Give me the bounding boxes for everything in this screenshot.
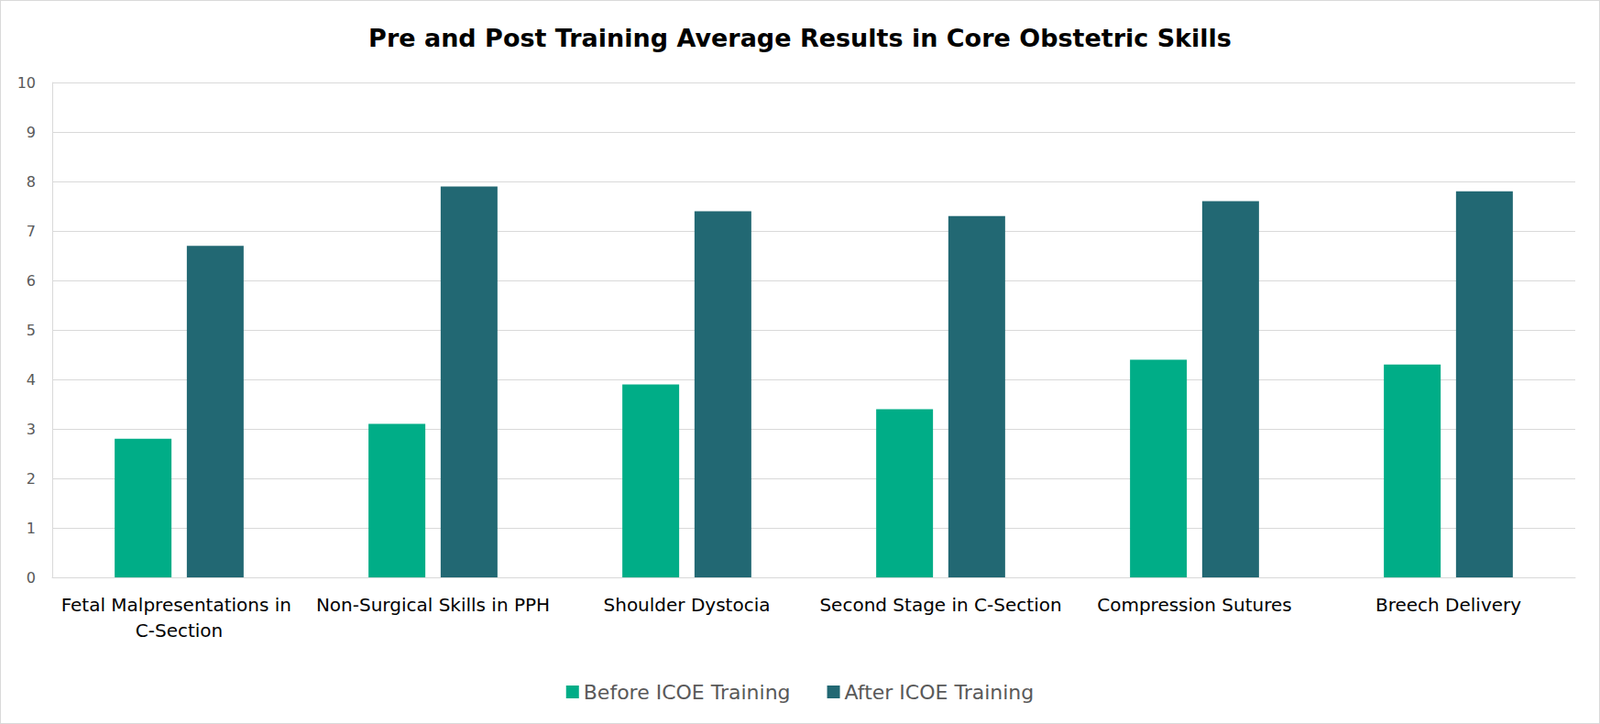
svg-text:3: 3 xyxy=(26,420,36,439)
svg-text:Non-Surgical Skills in PPH: Non-Surgical Skills in PPH xyxy=(316,593,550,616)
svg-text:1: 1 xyxy=(26,519,36,537)
svg-text:Compression Sutures: Compression Sutures xyxy=(1096,593,1293,616)
svg-text:6: 6 xyxy=(26,272,36,290)
svg-text:4: 4 xyxy=(26,371,36,389)
svg-text:Second Stage in C-Section: Second Stage in C-Section xyxy=(819,593,1062,616)
svg-text:7: 7 xyxy=(26,222,36,241)
svg-text:0: 0 xyxy=(26,569,36,587)
svg-text:Fetal Malpresentations in: Fetal Malpresentations in xyxy=(61,593,298,616)
svg-text:8: 8 xyxy=(26,173,36,191)
svg-text:Pre and Post Training Average: Pre and Post Training Average Results in… xyxy=(368,23,1232,53)
svg-text:Breech Delivery: Breech Delivery xyxy=(1375,593,1522,616)
svg-text:9: 9 xyxy=(26,123,36,142)
svg-text:Shoulder Dystocia: Shoulder Dystocia xyxy=(603,593,771,616)
svg-text:2: 2 xyxy=(26,470,36,488)
svg-text:C-Section: C-Section xyxy=(135,619,224,642)
svg-text:10: 10 xyxy=(17,74,36,92)
svg-text:Before ICOE Training: Before ICOE Training xyxy=(583,680,791,704)
svg-text:After ICOE Training: After ICOE Training xyxy=(844,680,1035,704)
svg-text:5: 5 xyxy=(26,321,36,340)
